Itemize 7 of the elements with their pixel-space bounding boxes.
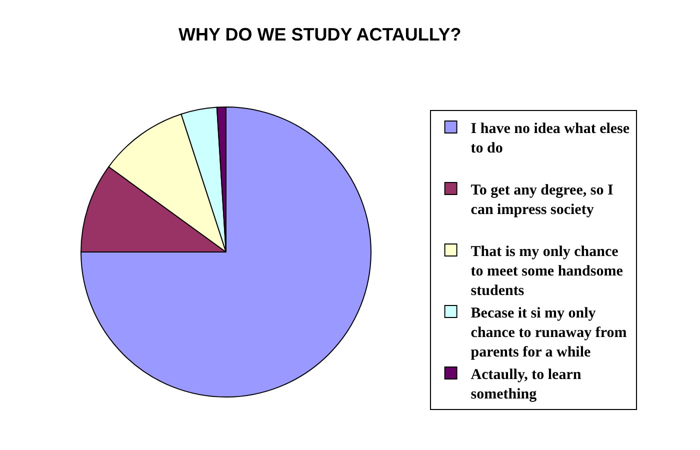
chart-title: WHY DO WE STUDY ACTAULLY? [178, 24, 462, 44]
pie-slice [80, 106, 372, 398]
legend-label: Actaully, to learn something [470, 366, 582, 402]
legend-label: That is my only chance to meet some handsome students [470, 244, 624, 299]
legend-label: Becase it si my only chance to runaway from parents for a while [470, 305, 628, 360]
legend-label: To get any degree, so I can impress society [470, 182, 614, 218]
legend-label: I have no idea what elese to do [470, 120, 630, 156]
